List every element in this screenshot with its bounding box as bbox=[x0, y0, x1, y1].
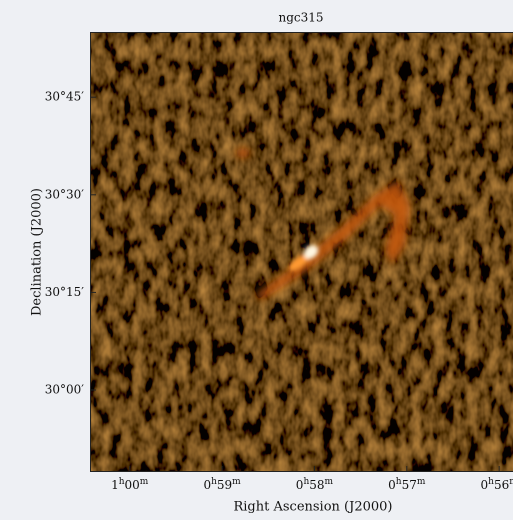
radio-map bbox=[90, 32, 513, 472]
x-tick-label: 0h56m bbox=[481, 477, 513, 492]
chart-title: ngc315 bbox=[278, 11, 323, 25]
x-tick-label: 0h57m bbox=[388, 477, 426, 492]
x-tick-label: 1h00m bbox=[111, 477, 149, 492]
x-axis-label: Right Ascension (J2000) bbox=[233, 500, 392, 515]
y-tick-label: 30°15′ bbox=[45, 285, 85, 299]
y-axis-label: Declination (J2000) bbox=[30, 188, 45, 316]
page: ngc315 Right Ascension (J2000) Declinati… bbox=[0, 0, 513, 520]
x-tick-label: 0h59m bbox=[203, 477, 241, 492]
x-tick-label: 0h58m bbox=[296, 477, 334, 492]
y-tick-label: 30°30′ bbox=[45, 187, 85, 201]
y-tick-label: 30°00′ bbox=[45, 383, 85, 397]
chart: ngc315 Right Ascension (J2000) Declinati… bbox=[0, 0, 513, 520]
y-tick-label: 30°45′ bbox=[45, 90, 85, 104]
